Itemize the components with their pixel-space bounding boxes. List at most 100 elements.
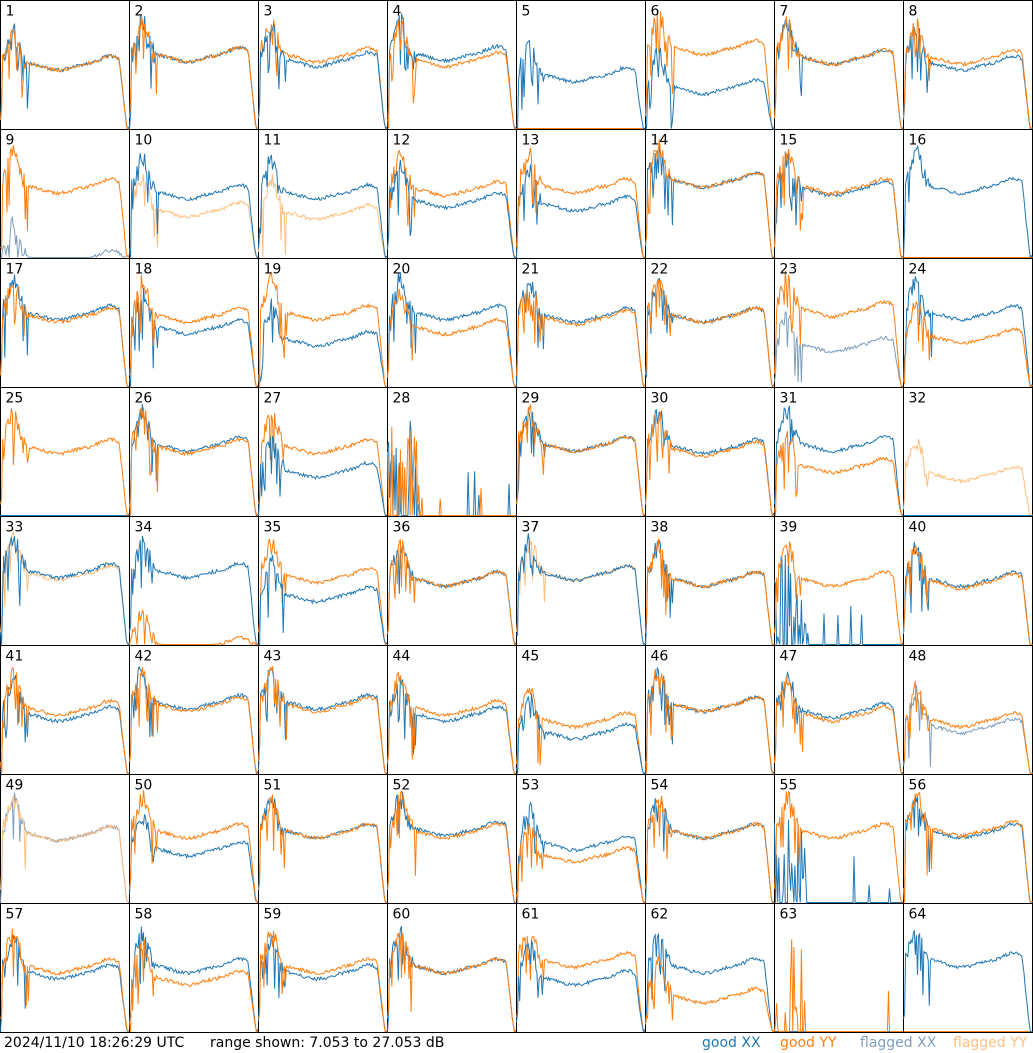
panel-17: 17 bbox=[0, 258, 130, 388]
panel-55: 55 bbox=[774, 774, 904, 904]
panel-21: 21 bbox=[516, 258, 646, 388]
series-xx-line bbox=[903, 541, 1033, 645]
series-xx-line bbox=[903, 685, 1033, 775]
series-xx-line bbox=[516, 801, 646, 903]
panel-label: 61 bbox=[522, 907, 540, 923]
panel-22: 22 bbox=[645, 258, 775, 388]
series-xx-line bbox=[516, 39, 646, 129]
panel-frame bbox=[387, 774, 517, 904]
panel-47: 47 bbox=[774, 645, 904, 775]
series-yy-line bbox=[645, 279, 775, 388]
series-xx-line bbox=[129, 814, 259, 903]
panel-frame bbox=[774, 0, 904, 130]
series-yy-line bbox=[645, 955, 775, 1033]
series-yy-line bbox=[0, 408, 130, 517]
panel-16: 16 bbox=[903, 129, 1033, 259]
panel-label: 25 bbox=[6, 391, 24, 407]
panel-52: 52 bbox=[387, 774, 517, 904]
panel-28: 28 bbox=[387, 387, 517, 517]
series-yy-line bbox=[0, 795, 130, 903]
panel-37: 37 bbox=[516, 516, 646, 646]
panel-frame bbox=[516, 0, 646, 130]
panel-33: 33 bbox=[0, 516, 130, 646]
series-xx-line bbox=[258, 22, 388, 130]
series-yy-line bbox=[516, 287, 646, 388]
panel-frame bbox=[387, 258, 517, 388]
series-yy-line bbox=[0, 928, 130, 1032]
series-yy-line bbox=[129, 667, 259, 774]
panel-frame bbox=[903, 903, 1033, 1033]
series-yy-line bbox=[0, 29, 130, 129]
series-xx-line bbox=[0, 536, 130, 646]
series-yy-line bbox=[0, 666, 130, 775]
series-xx-line bbox=[258, 436, 388, 516]
series-xx-line bbox=[645, 47, 775, 130]
panel-48: 48 bbox=[903, 645, 1033, 775]
panel-label: 16 bbox=[909, 133, 927, 149]
panel-43: 43 bbox=[258, 645, 388, 775]
series-yy-line bbox=[645, 9, 775, 129]
panel-54: 54 bbox=[645, 774, 775, 904]
panel-label: 64 bbox=[909, 907, 927, 923]
series-xx-line bbox=[645, 409, 775, 517]
panel-9: 9 bbox=[0, 129, 130, 259]
legend-flagged-xx: flagged XX bbox=[860, 1035, 937, 1051]
series-yy-line bbox=[0, 145, 130, 258]
series-xx-line bbox=[516, 164, 646, 258]
panel-frame bbox=[258, 645, 388, 775]
panel-frame bbox=[387, 387, 517, 517]
series-xx-line bbox=[516, 281, 646, 388]
series-yy-line bbox=[387, 790, 517, 903]
series-xx-line bbox=[903, 276, 1033, 388]
panel-14: 14 bbox=[645, 129, 775, 259]
panel-label: 8 bbox=[909, 4, 918, 20]
panel-label: 10 bbox=[135, 133, 153, 149]
series-yy-line bbox=[0, 531, 130, 646]
panel-frame bbox=[774, 258, 904, 388]
series-xx-line bbox=[0, 274, 130, 387]
panel-label: 3 bbox=[264, 4, 273, 20]
panel-32: 32 bbox=[903, 387, 1033, 517]
legend-flagged-yy: flagged YY bbox=[953, 1035, 1028, 1051]
series-xx-line bbox=[774, 553, 904, 645]
panel-frame bbox=[258, 516, 388, 646]
series-xx-line bbox=[903, 144, 1033, 259]
panel-frame bbox=[0, 516, 130, 646]
series-yy-line bbox=[645, 795, 775, 903]
panel-label: 60 bbox=[393, 907, 411, 923]
series-xx-line bbox=[903, 795, 1033, 903]
panel-label: 62 bbox=[651, 907, 669, 923]
panel-label: 2 bbox=[135, 4, 144, 20]
panel-40: 40 bbox=[903, 516, 1033, 646]
panel-label: 21 bbox=[522, 262, 540, 278]
panel-label: 29 bbox=[522, 391, 540, 407]
panel-label: 19 bbox=[264, 262, 282, 278]
panel-label: 5 bbox=[522, 4, 531, 20]
panel-frame bbox=[645, 903, 775, 1033]
panel-frame bbox=[387, 903, 517, 1033]
series-yy-line bbox=[903, 301, 1033, 388]
panel-label: 39 bbox=[780, 520, 798, 536]
series-xx-line bbox=[774, 310, 904, 388]
panel-36: 36 bbox=[387, 516, 517, 646]
series-yy-line bbox=[774, 541, 904, 646]
panel-frame bbox=[387, 645, 517, 775]
panel-46: 46 bbox=[645, 645, 775, 775]
series-yy-line bbox=[129, 174, 259, 259]
series-yy-line bbox=[258, 538, 388, 646]
panel-4: 4 bbox=[387, 0, 517, 130]
series-yy-line bbox=[516, 822, 646, 903]
series-yy-line bbox=[258, 271, 388, 387]
panel-label: 50 bbox=[135, 778, 153, 794]
series-xx-line bbox=[0, 674, 130, 775]
panel-frame bbox=[903, 0, 1033, 130]
series-yy-line bbox=[774, 790, 904, 903]
panel-label: 56 bbox=[909, 778, 927, 794]
series-xx-line bbox=[645, 933, 775, 1032]
panel-label: 12 bbox=[393, 133, 411, 149]
panel-label: 6 bbox=[651, 4, 660, 20]
legend-good-yy: good YY bbox=[780, 1035, 837, 1051]
panel-frame bbox=[516, 129, 646, 259]
series-xx-line bbox=[387, 272, 517, 387]
